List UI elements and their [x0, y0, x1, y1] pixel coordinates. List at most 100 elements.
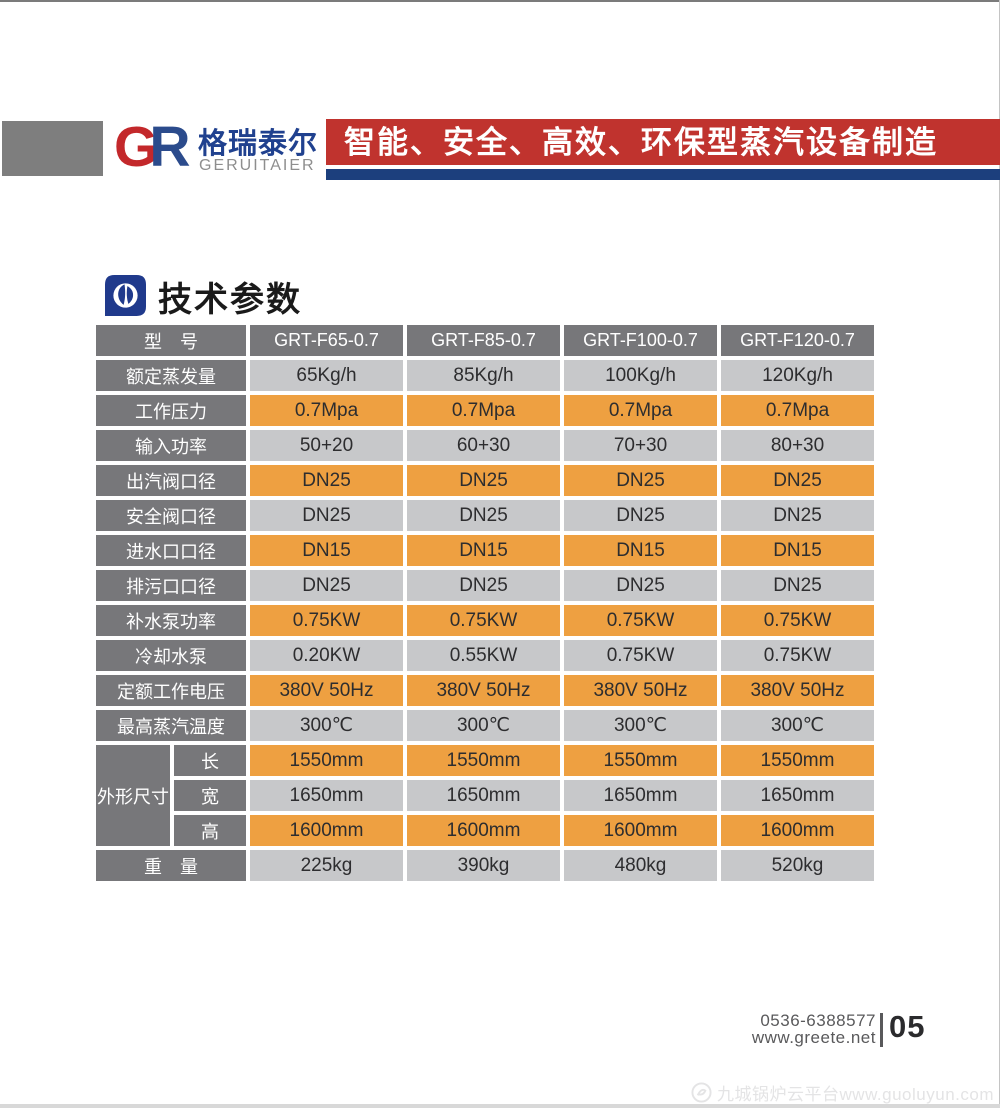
value-cell: 65Kg/h: [250, 360, 403, 391]
value-cell: 0.75KW: [250, 605, 403, 636]
watermark: 九城锅炉云平台www.guoluyun.com: [691, 1081, 994, 1104]
table-row: 宽 1650mm 1650mm 1650mm 1650mm: [96, 780, 874, 811]
value-cell: 0.75KW: [721, 605, 874, 636]
value-cell: 1550mm: [721, 745, 874, 776]
value-cell: DN25: [407, 570, 560, 601]
row-label-cell: 工作压力: [96, 395, 246, 426]
model-header-label: 型 号: [96, 325, 246, 356]
row-label-cell: 冷却水泵: [96, 640, 246, 671]
value-cell: 1550mm: [250, 745, 403, 776]
table-row: 安全阀口径 DN25 DN25 DN25 DN25: [96, 500, 874, 531]
value-cell: DN25: [250, 570, 403, 601]
table-row: 出汽阀口径 DN25 DN25 DN25 DN25: [96, 465, 874, 496]
value-cell: 1600mm: [564, 815, 717, 846]
table-row: 排污口口径 DN25 DN25 DN25 DN25: [96, 570, 874, 601]
page-number: 05: [889, 1009, 926, 1044]
value-cell: DN25: [250, 500, 403, 531]
table-row: 输入功率 50+20 60+30 70+30 80+30: [96, 430, 874, 461]
value-cell: 1600mm: [250, 815, 403, 846]
row-label-cell: 补水泵功率: [96, 605, 246, 636]
row-label-cell: 排污口口径: [96, 570, 246, 601]
value-cell: 0.55KW: [407, 640, 560, 671]
value-cell: 300℃: [250, 710, 403, 741]
row-label-cell: 进水口口径: [96, 535, 246, 566]
value-cell: 380V 50Hz: [721, 675, 874, 706]
value-cell: 380V 50Hz: [407, 675, 560, 706]
table-header-row: 型 号 GRT-F65-0.7 GRT-F85-0.7 GRT-F100-0.7 GRT…: [96, 325, 874, 356]
value-cell: 100Kg/h: [564, 360, 717, 391]
value-cell: 0.7Mpa: [564, 395, 717, 426]
value-cell: 1650mm: [407, 780, 560, 811]
model-header-cell: GRT-F100-0.7: [564, 325, 717, 356]
value-cell: DN25: [721, 500, 874, 531]
value-cell: 120Kg/h: [721, 360, 874, 391]
table-row: 进水口口径 DN15 DN15 DN15 DN15: [96, 535, 874, 566]
section-title: 技术参数: [158, 281, 302, 319]
spec-table: 型 号 GRT-F65-0.7 GRT-F85-0.7 GRT-F100-0.7 GRT…: [92, 321, 878, 885]
company-name-english: GERUITAIER: [199, 157, 316, 174]
company-logo: GR: [114, 115, 191, 179]
value-cell: DN25: [407, 500, 560, 531]
value-cell: 1550mm: [407, 745, 560, 776]
value-cell: 0.7Mpa: [721, 395, 874, 426]
value-cell: DN25: [250, 465, 403, 496]
table-row: 工作压力 0.7Mpa 0.7Mpa 0.7Mpa 0.7Mpa: [96, 395, 874, 426]
value-cell: 1650mm: [721, 780, 874, 811]
value-cell: 50+20: [250, 430, 403, 461]
table-row: 补水泵功率 0.75KW 0.75KW 0.75KW 0.75KW: [96, 605, 874, 636]
table-row: 冷却水泵 0.20KW 0.55KW 0.75KW 0.75KW: [96, 640, 874, 671]
value-cell: 85Kg/h: [407, 360, 560, 391]
value-cell: 0.75KW: [407, 605, 560, 636]
value-cell: 300℃: [407, 710, 560, 741]
value-cell: 0.20KW: [250, 640, 403, 671]
row-label-cell: 安全阀口径: [96, 500, 246, 531]
row-label-cell: 出汽阀口径: [96, 465, 246, 496]
value-cell: 1600mm: [721, 815, 874, 846]
row-label-cell: 额定蒸发量: [96, 360, 246, 391]
value-cell: DN25: [564, 570, 717, 601]
row-label-cell: 输入功率: [96, 430, 246, 461]
value-cell: 70+30: [564, 430, 717, 461]
model-header-cell: GRT-F65-0.7: [250, 325, 403, 356]
value-cell: 1650mm: [250, 780, 403, 811]
dimension-sublabel-cell: 宽: [174, 780, 246, 811]
section-title-icon: [105, 275, 146, 316]
bottom-border-strip: [0, 1104, 1000, 1108]
value-cell: DN15: [407, 535, 560, 566]
table-row: 重 量 225kg 390kg 480kg 520kg: [96, 850, 874, 881]
model-header-cell: GRT-F85-0.7: [407, 325, 560, 356]
value-cell: 380V 50Hz: [564, 675, 717, 706]
watermark-text: 九城锅炉云平台www.guoluyun.com: [717, 1084, 994, 1104]
value-cell: DN25: [721, 570, 874, 601]
value-cell: 520kg: [721, 850, 874, 881]
value-cell: DN25: [564, 500, 717, 531]
contact-block: 0536-6388577 www.greete.net: [752, 1012, 876, 1046]
value-cell: 80+30: [721, 430, 874, 461]
value-cell: 1650mm: [564, 780, 717, 811]
value-cell: 60+30: [407, 430, 560, 461]
watermark-logo-icon: [691, 1081, 712, 1103]
value-cell: 1600mm: [407, 815, 560, 846]
value-cell: DN15: [721, 535, 874, 566]
logo-letter-g: G: [114, 115, 158, 179]
dimension-sublabel-cell: 高: [174, 815, 246, 846]
row-label-cell: 重 量: [96, 850, 246, 881]
logo-letter-r: R: [149, 115, 190, 179]
value-cell: 0.7Mpa: [407, 395, 560, 426]
slogan-text: 智能、安全、高效、环保型蒸汽设备制造: [344, 125, 938, 160]
table-row: 额定蒸发量 65Kg/h 85Kg/h 100Kg/h 120Kg/h: [96, 360, 874, 391]
website: www.greete.net: [751, 1028, 876, 1047]
value-cell: 0.75KW: [564, 605, 717, 636]
value-cell: 300℃: [564, 710, 717, 741]
value-cell: 0.75KW: [721, 640, 874, 671]
dimension-sublabel-cell: 长: [174, 745, 246, 776]
value-cell: 390kg: [407, 850, 560, 881]
table-row: 最高蒸汽温度 300℃ 300℃ 300℃ 300℃: [96, 710, 874, 741]
value-cell: DN15: [564, 535, 717, 566]
value-cell: DN25: [407, 465, 560, 496]
value-cell: DN25: [564, 465, 717, 496]
value-cell: 0.7Mpa: [250, 395, 403, 426]
value-cell: 0.75KW: [564, 640, 717, 671]
value-cell: 225kg: [250, 850, 403, 881]
value-cell: DN25: [721, 465, 874, 496]
